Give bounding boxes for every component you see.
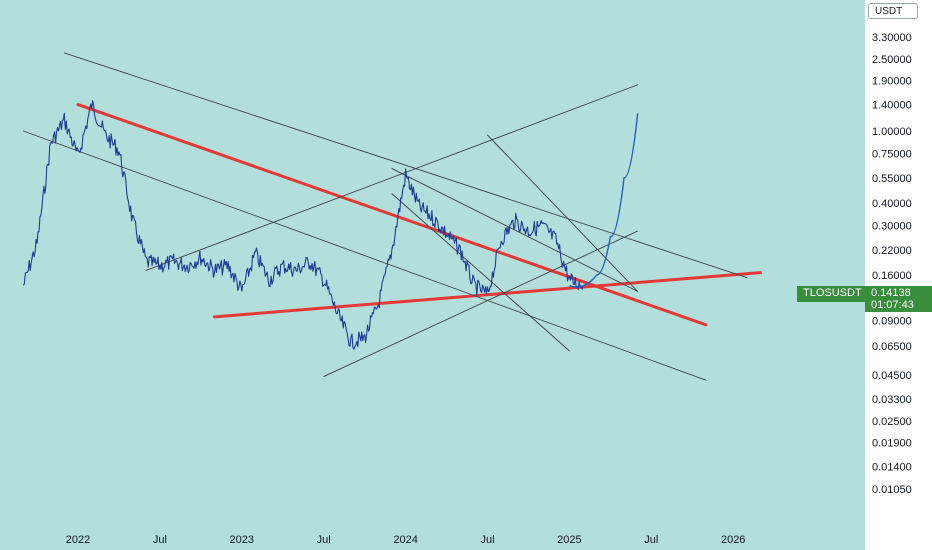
time-tick-label: 2026 [721, 534, 745, 546]
forecast-curve [569, 113, 639, 288]
price-tick-label: 0.22000 [872, 245, 912, 257]
time-axis[interactable] [0, 523, 865, 550]
price-tick-label: 1.00000 [872, 126, 912, 138]
price-axis-labels: 3.30000 2.50000 1.90000 1.40000 1.00000 0.750… [872, 32, 912, 496]
currency-button[interactable]: USDT [868, 3, 918, 19]
time-tick-label: 2024 [393, 534, 417, 546]
price-tick-label: 1.40000 [872, 100, 912, 112]
price-tick-label: 3.30000 [872, 32, 912, 44]
red-trendline [213, 271, 762, 319]
time-tick-label: Jul [317, 534, 331, 546]
price-tick-label: 0.01050 [872, 484, 912, 496]
price-tick-label: 0.09000 [872, 315, 912, 327]
red-trendline [76, 103, 708, 327]
price-tick-label: 2.50000 [872, 54, 912, 66]
last-price: 0.14138 [871, 287, 911, 299]
price-tick-label: 0.30000 [872, 221, 912, 233]
price-tick-label: 0.02500 [872, 416, 912, 428]
price-tick-label: 0.04500 [872, 370, 912, 382]
price-tick-label: 0.55000 [872, 173, 912, 185]
thin-trendline [145, 84, 639, 271]
time-tick-label: Jul [153, 534, 167, 546]
thin-trendline [487, 134, 639, 292]
thin-trendline [63, 52, 748, 278]
time-tick-label: Jul [480, 534, 494, 546]
thin-trendline [391, 193, 570, 352]
series-layer [22, 100, 639, 350]
thin-trendline [391, 168, 639, 292]
price-tick-label: 0.40000 [872, 198, 912, 210]
time-tick-label: Jul [644, 534, 658, 546]
price-series-line [22, 100, 584, 350]
time-axis-labels: 2022 Jul 2023 Jul 2024 Jul 2025 Jul 2026 [66, 534, 746, 546]
time-tick-label: 2022 [66, 534, 90, 546]
symbol-label: TLOSUSDT [803, 287, 862, 299]
drawings [22, 52, 762, 381]
price-tick-label: 0.75000 [872, 149, 912, 161]
price-tick-label: 0.16000 [872, 270, 912, 282]
time-tick-label: 2023 [230, 534, 254, 546]
symbol-tag: TLOSUSDT [797, 286, 868, 302]
price-tick-label: 1.90000 [872, 76, 912, 88]
time-tick-label: 2025 [557, 534, 581, 546]
price-tick-label: 0.01400 [872, 462, 912, 474]
price-tick-label: 0.01900 [872, 438, 912, 450]
bar-countdown: 01:07:43 [871, 299, 914, 311]
price-tag: 0.14138 01:07:43 [865, 286, 932, 312]
thin-trendline [22, 130, 707, 381]
thin-trendline [323, 230, 639, 377]
price-tick-label: 0.03300 [872, 394, 912, 406]
price-axis[interactable] [865, 0, 932, 550]
price-tick-label: 0.06500 [872, 341, 912, 353]
